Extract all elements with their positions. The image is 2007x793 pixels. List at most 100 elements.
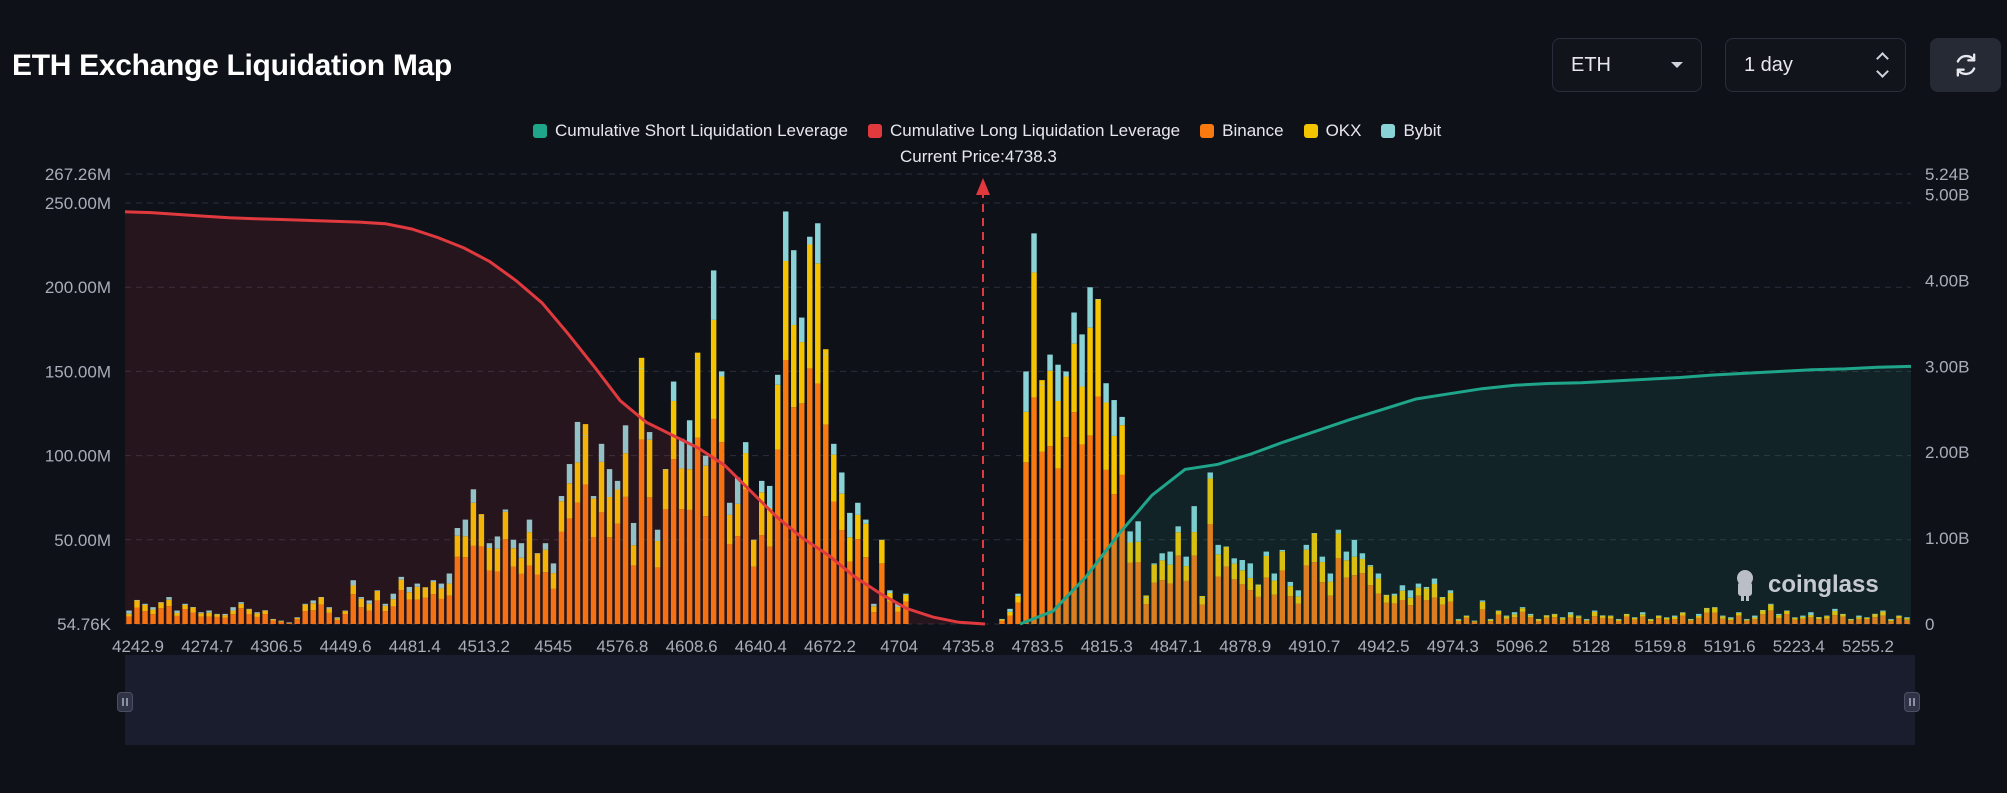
bar-binance	[686, 509, 693, 624]
bar-binance	[718, 442, 725, 624]
legend-swatch-long	[867, 124, 882, 138]
bar-bybit	[622, 425, 629, 454]
range-scrollbar[interactable]	[125, 655, 1915, 745]
bar-okx	[1519, 608, 1526, 612]
legend-binance[interactable]: Binance	[1200, 121, 1284, 141]
bar-okx	[662, 469, 669, 510]
period-select[interactable]: 1 day	[1725, 38, 1906, 92]
bar-bybit	[134, 600, 140, 601]
bar-binance	[783, 359, 789, 624]
range-handle-right[interactable]	[1904, 692, 1920, 712]
refresh-button[interactable]	[1930, 38, 2001, 92]
bar-bybit	[126, 610, 132, 614]
bar-bybit	[1255, 585, 1261, 586]
bar-okx	[222, 615, 228, 618]
bar-bybit	[494, 536, 501, 549]
x-tick-label: 4608.6	[666, 637, 718, 656]
bar-okx	[1728, 618, 1734, 621]
legend-short[interactable]: Cumulative Short Liquidation Leverage	[533, 121, 848, 141]
bar-binance	[1415, 595, 1422, 624]
bar-binance	[1639, 616, 1646, 624]
bar-bybit	[558, 496, 565, 502]
bar-okx	[734, 503, 741, 537]
bar-okx	[1143, 595, 1149, 605]
bar-bybit	[1367, 565, 1374, 567]
y-left-tick-label: 200.00M	[45, 278, 111, 297]
bar-okx	[1888, 619, 1894, 622]
legend-bybit[interactable]: Bybit	[1381, 121, 1441, 141]
bar-binance	[582, 484, 589, 624]
bar-okx	[1399, 590, 1406, 600]
bar-bybit	[1031, 233, 1037, 273]
bar-binance	[1175, 555, 1181, 624]
bar-binance	[1744, 620, 1750, 624]
bar-bybit	[1511, 612, 1518, 615]
bar-bybit	[542, 543, 549, 550]
bar-bybit	[1792, 617, 1798, 618]
bar-binance	[1143, 604, 1149, 624]
bar-binance	[1832, 615, 1838, 624]
bar-bybit	[510, 539, 517, 549]
bar-okx	[1615, 619, 1622, 621]
bar-okx	[310, 603, 316, 611]
bar-okx	[895, 607, 901, 612]
bar-okx	[374, 590, 381, 601]
bar-bybit	[1223, 546, 1229, 548]
bar-bybit	[1239, 560, 1245, 571]
bar-bybit	[1135, 521, 1141, 542]
y-right-tick-label: 5.00B	[1925, 186, 1969, 205]
range-handle-left[interactable]	[117, 692, 133, 712]
bar-okx	[879, 539, 885, 564]
y-right-tick-label: 4.00B	[1925, 271, 1969, 290]
bar-okx	[398, 579, 405, 591]
bar-okx	[1832, 610, 1838, 616]
bar-bybit	[182, 603, 188, 606]
bar-binance	[350, 594, 356, 624]
legend-long[interactable]: Cumulative Long Liquidation Leverage	[867, 121, 1180, 141]
bar-bybit	[815, 223, 821, 264]
bar-binance	[1351, 575, 1358, 624]
bar-bybit	[1191, 506, 1197, 533]
bar-okx	[1087, 327, 1093, 436]
bar-bybit	[422, 588, 429, 590]
bar-binance	[654, 567, 661, 624]
asset-select[interactable]: ETH	[1552, 38, 1702, 92]
short-area	[1020, 366, 1911, 624]
bar-okx	[1752, 617, 1758, 620]
bar-okx	[150, 609, 156, 615]
bar-bybit	[398, 576, 405, 580]
bar-binance	[1463, 617, 1470, 624]
bar-bybit	[1359, 553, 1366, 559]
bar-okx	[1039, 380, 1045, 452]
bar-bybit	[1055, 364, 1061, 402]
bar-bybit	[1744, 618, 1750, 620]
bar-binance	[550, 588, 557, 624]
bar-binance	[1055, 468, 1061, 624]
brand-name: coinglass	[1768, 571, 1879, 598]
bar-binance	[1031, 397, 1037, 624]
bar-binance	[1167, 583, 1173, 624]
bar-bybit	[1848, 618, 1854, 620]
bar-bybit	[1015, 593, 1021, 597]
bar-binance	[1704, 612, 1710, 624]
bar-bybit	[742, 442, 749, 454]
bar-bybit	[358, 597, 364, 599]
bar-binance	[1087, 435, 1093, 624]
bar-bybit	[1119, 416, 1125, 426]
bar-binance	[1431, 597, 1438, 624]
bar-okx	[1760, 609, 1766, 615]
bar-okx	[430, 581, 437, 595]
bar-binance	[1599, 617, 1606, 624]
bar-bybit	[438, 583, 445, 589]
bar-okx	[462, 536, 469, 558]
bar-bybit	[855, 502, 861, 515]
bar-binance	[1543, 617, 1550, 624]
bar-binance	[158, 608, 164, 624]
bar-binance	[1824, 618, 1830, 624]
bar-bybit	[1215, 544, 1221, 555]
legend-okx[interactable]: OKX	[1303, 121, 1361, 141]
bar-binance	[1503, 618, 1510, 624]
bar-okx	[702, 465, 709, 517]
bar-binance	[1776, 617, 1782, 624]
liquidation-chart[interactable]: 267.26M 250.00M 200.00M 150.00M 100.00M 50.00…	[0, 0, 2007, 660]
